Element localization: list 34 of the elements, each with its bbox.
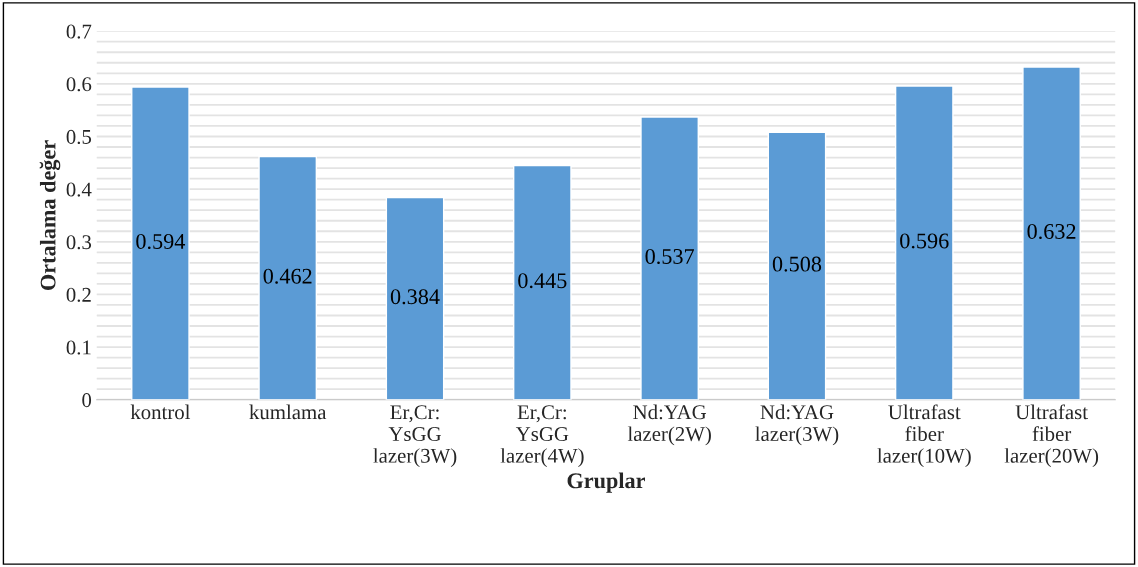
x-tick-label: Er,Cr: YsGG lazer(3W) (373, 405, 457, 468)
y-tick-label: 0.4 (66, 182, 92, 197)
y-tick-label: 0.2 (66, 287, 91, 302)
y-tick-label: 0.1 (66, 340, 91, 355)
y-axis-title: Ortalama değer (39, 140, 61, 290)
data-label: 0.594 (136, 233, 186, 250)
data-label: 0.445 (518, 273, 567, 289)
data-label: 0.384 (390, 289, 440, 305)
x-tick-label: Nd:YAG lazer(2W) (627, 404, 711, 446)
x-tick-label: kontrol (130, 404, 191, 420)
bar (640, 116, 699, 400)
y-tick-label: 0.6 (66, 77, 92, 92)
bar (1022, 66, 1081, 400)
data-label: 0.537 (645, 248, 694, 265)
data-label: 0.462 (263, 268, 312, 284)
bar (512, 164, 572, 400)
data-label: 0.632 (1027, 223, 1076, 240)
y-tick-label: 0.3 (66, 235, 92, 250)
data-label: 0.596 (900, 233, 949, 249)
x-tick-label: Ultrafast fiber lazer(10W) (877, 404, 971, 468)
y-tick-label: 0.7 (66, 24, 92, 39)
x-tick-label: Nd:YAG lazer(3W) (755, 404, 839, 446)
y-tick-label: 0.5 (66, 129, 92, 145)
x-axis-title: Gruplar (567, 472, 646, 493)
x-tick-label: Ultrafast fiber lazer(20W) (1004, 404, 1099, 468)
bar (767, 131, 827, 400)
bar (894, 85, 954, 400)
bar (385, 196, 445, 400)
x-tick-label: Er,Cr: YsGG lazer(4W) (500, 405, 584, 468)
x-tick-label: kumlama (249, 404, 327, 420)
bar (258, 155, 318, 400)
data-label: 0.508 (772, 256, 822, 272)
y-tick-label: 0 (82, 393, 92, 408)
bar (131, 86, 190, 400)
